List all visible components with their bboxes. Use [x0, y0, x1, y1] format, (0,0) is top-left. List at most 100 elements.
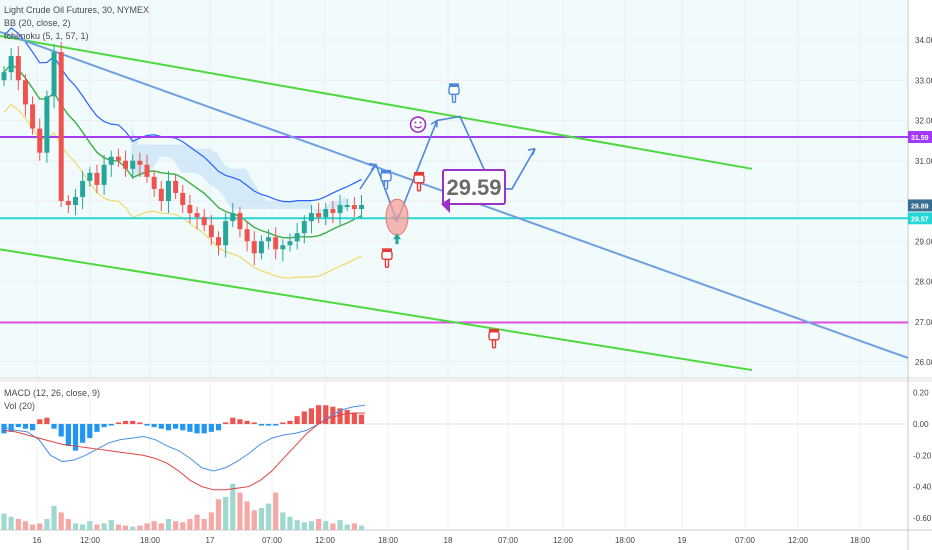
time-tick-label: 16	[33, 536, 42, 545]
macd-hist-bar	[65, 424, 71, 446]
macd-signal-line	[3, 412, 365, 491]
volume-bar	[137, 525, 143, 530]
candle-body	[194, 213, 200, 218]
macd-hist-bar	[130, 420, 136, 424]
candle-body	[137, 160, 143, 165]
macd-hist-bar	[122, 420, 129, 424]
time-tick-label: 19	[678, 536, 687, 545]
volume-bar	[44, 519, 50, 530]
price-tick-label: 28.00	[915, 278, 932, 287]
volume-bar	[130, 526, 136, 530]
price-callout[interactable]: 29.59	[441, 169, 506, 213]
candle-body	[237, 213, 243, 230]
candle-body	[244, 229, 250, 242]
hand-palm	[381, 250, 393, 261]
volume-bar	[194, 514, 200, 530]
ichimoku-indicator-label[interactable]: Ichimoku (5, 1, 57, 1)	[4, 31, 89, 41]
volume-bar	[8, 516, 14, 530]
hand-palm	[448, 85, 460, 96]
candle-body	[258, 241, 264, 254]
macd-hist-bar	[180, 424, 186, 431]
hand-palm	[380, 172, 392, 182]
volume-bar	[72, 523, 79, 530]
up-arrow-marker-icon	[393, 233, 401, 245]
macd-indicator-label[interactable]: MACD (12, 26, close, 9)	[4, 388, 100, 398]
macd-hist-bar	[194, 424, 200, 434]
smiley-mouth	[414, 125, 422, 129]
ichimoku-cloud	[131, 124, 346, 218]
candle-body	[208, 225, 214, 238]
candle-body	[73, 196, 78, 206]
macd-hist-bar	[30, 424, 36, 431]
candlestick-series	[1, 42, 364, 266]
time-tick-label: 07:00	[735, 536, 756, 545]
time-tick-label: 18:00	[378, 536, 399, 545]
hand-finger	[383, 180, 389, 190]
time-tick-label: 18:00	[615, 536, 636, 545]
projection-line	[359, 115, 536, 224]
candle-body	[44, 96, 50, 153]
macd-tick-label: -0.40	[913, 483, 932, 492]
candle-body	[8, 56, 14, 73]
annotation-markers	[380, 83, 500, 349]
macd-hist-bar	[208, 424, 214, 432]
candle-body	[123, 160, 129, 169]
macd-line	[3, 404, 366, 472]
macd-hist-bar	[72, 424, 79, 451]
candle-body	[22, 80, 28, 105]
candle-body	[158, 188, 164, 201]
highlight-ellipse	[385, 198, 409, 236]
volume-bar	[230, 483, 236, 530]
volume-bar	[22, 521, 29, 530]
macd-hist-bar	[187, 424, 193, 432]
price-badge-label: 29.89	[911, 203, 929, 210]
hand-cuff	[382, 248, 392, 252]
macd-hist-bar	[108, 424, 114, 426]
candle-body	[323, 209, 329, 218]
volume-bar	[151, 521, 157, 530]
macd-hist-bar	[151, 424, 157, 428]
macd-hist-bar	[144, 424, 150, 426]
macd-hist-bar	[87, 424, 93, 439]
macd-tick-label: 0.00	[913, 420, 929, 429]
candle-body	[344, 205, 350, 208]
candle-body	[94, 172, 100, 185]
time-tick-label: 18:00	[850, 536, 871, 545]
macd-hist-bar	[137, 422, 143, 424]
pane-separator[interactable]	[0, 378, 932, 382]
macd-hist-bar	[58, 424, 64, 437]
price-tick-label: 34.00	[915, 36, 932, 45]
cloud-area	[131, 124, 346, 218]
bb-indicator-label[interactable]: BB (20, close, 2)	[4, 18, 71, 28]
macd-hist-bar	[330, 406, 336, 424]
hand-pointer-down-icon	[448, 83, 460, 104]
time-tick-label: 17	[206, 536, 215, 545]
macd-hist-bar	[15, 424, 21, 428]
candle-body	[187, 205, 193, 214]
candle-body	[251, 241, 257, 254]
volume-indicator-label[interactable]: Vol (20)	[4, 401, 35, 411]
candle-body	[351, 205, 357, 210]
macd-hist-bar	[316, 405, 322, 424]
volume-bar	[108, 520, 114, 530]
macd-hist-bar	[265, 424, 272, 426]
macd-hist-bar	[280, 422, 286, 424]
symbol-title[interactable]: Light Crude Oil Futures, 30, NYMEX	[4, 5, 149, 15]
candle-body	[80, 180, 86, 197]
hand-pointer-down-icon	[488, 328, 500, 349]
volume-bar	[94, 524, 100, 530]
volume-bar	[1, 513, 7, 530]
candle-body	[1, 72, 7, 81]
volume-bar	[308, 521, 315, 530]
volume-bar	[15, 519, 21, 530]
volume-bar	[344, 524, 350, 530]
volume-bar	[144, 523, 150, 530]
macd-hist-bar	[80, 424, 86, 443]
macd-hist-bar	[223, 422, 229, 424]
volume-bar	[265, 503, 272, 530]
macd-hist-bar	[165, 424, 172, 431]
macd-tick-label: 0.20	[913, 389, 929, 398]
price-tick-label: 31.00	[915, 157, 932, 166]
macd-hist-bar	[158, 424, 164, 429]
